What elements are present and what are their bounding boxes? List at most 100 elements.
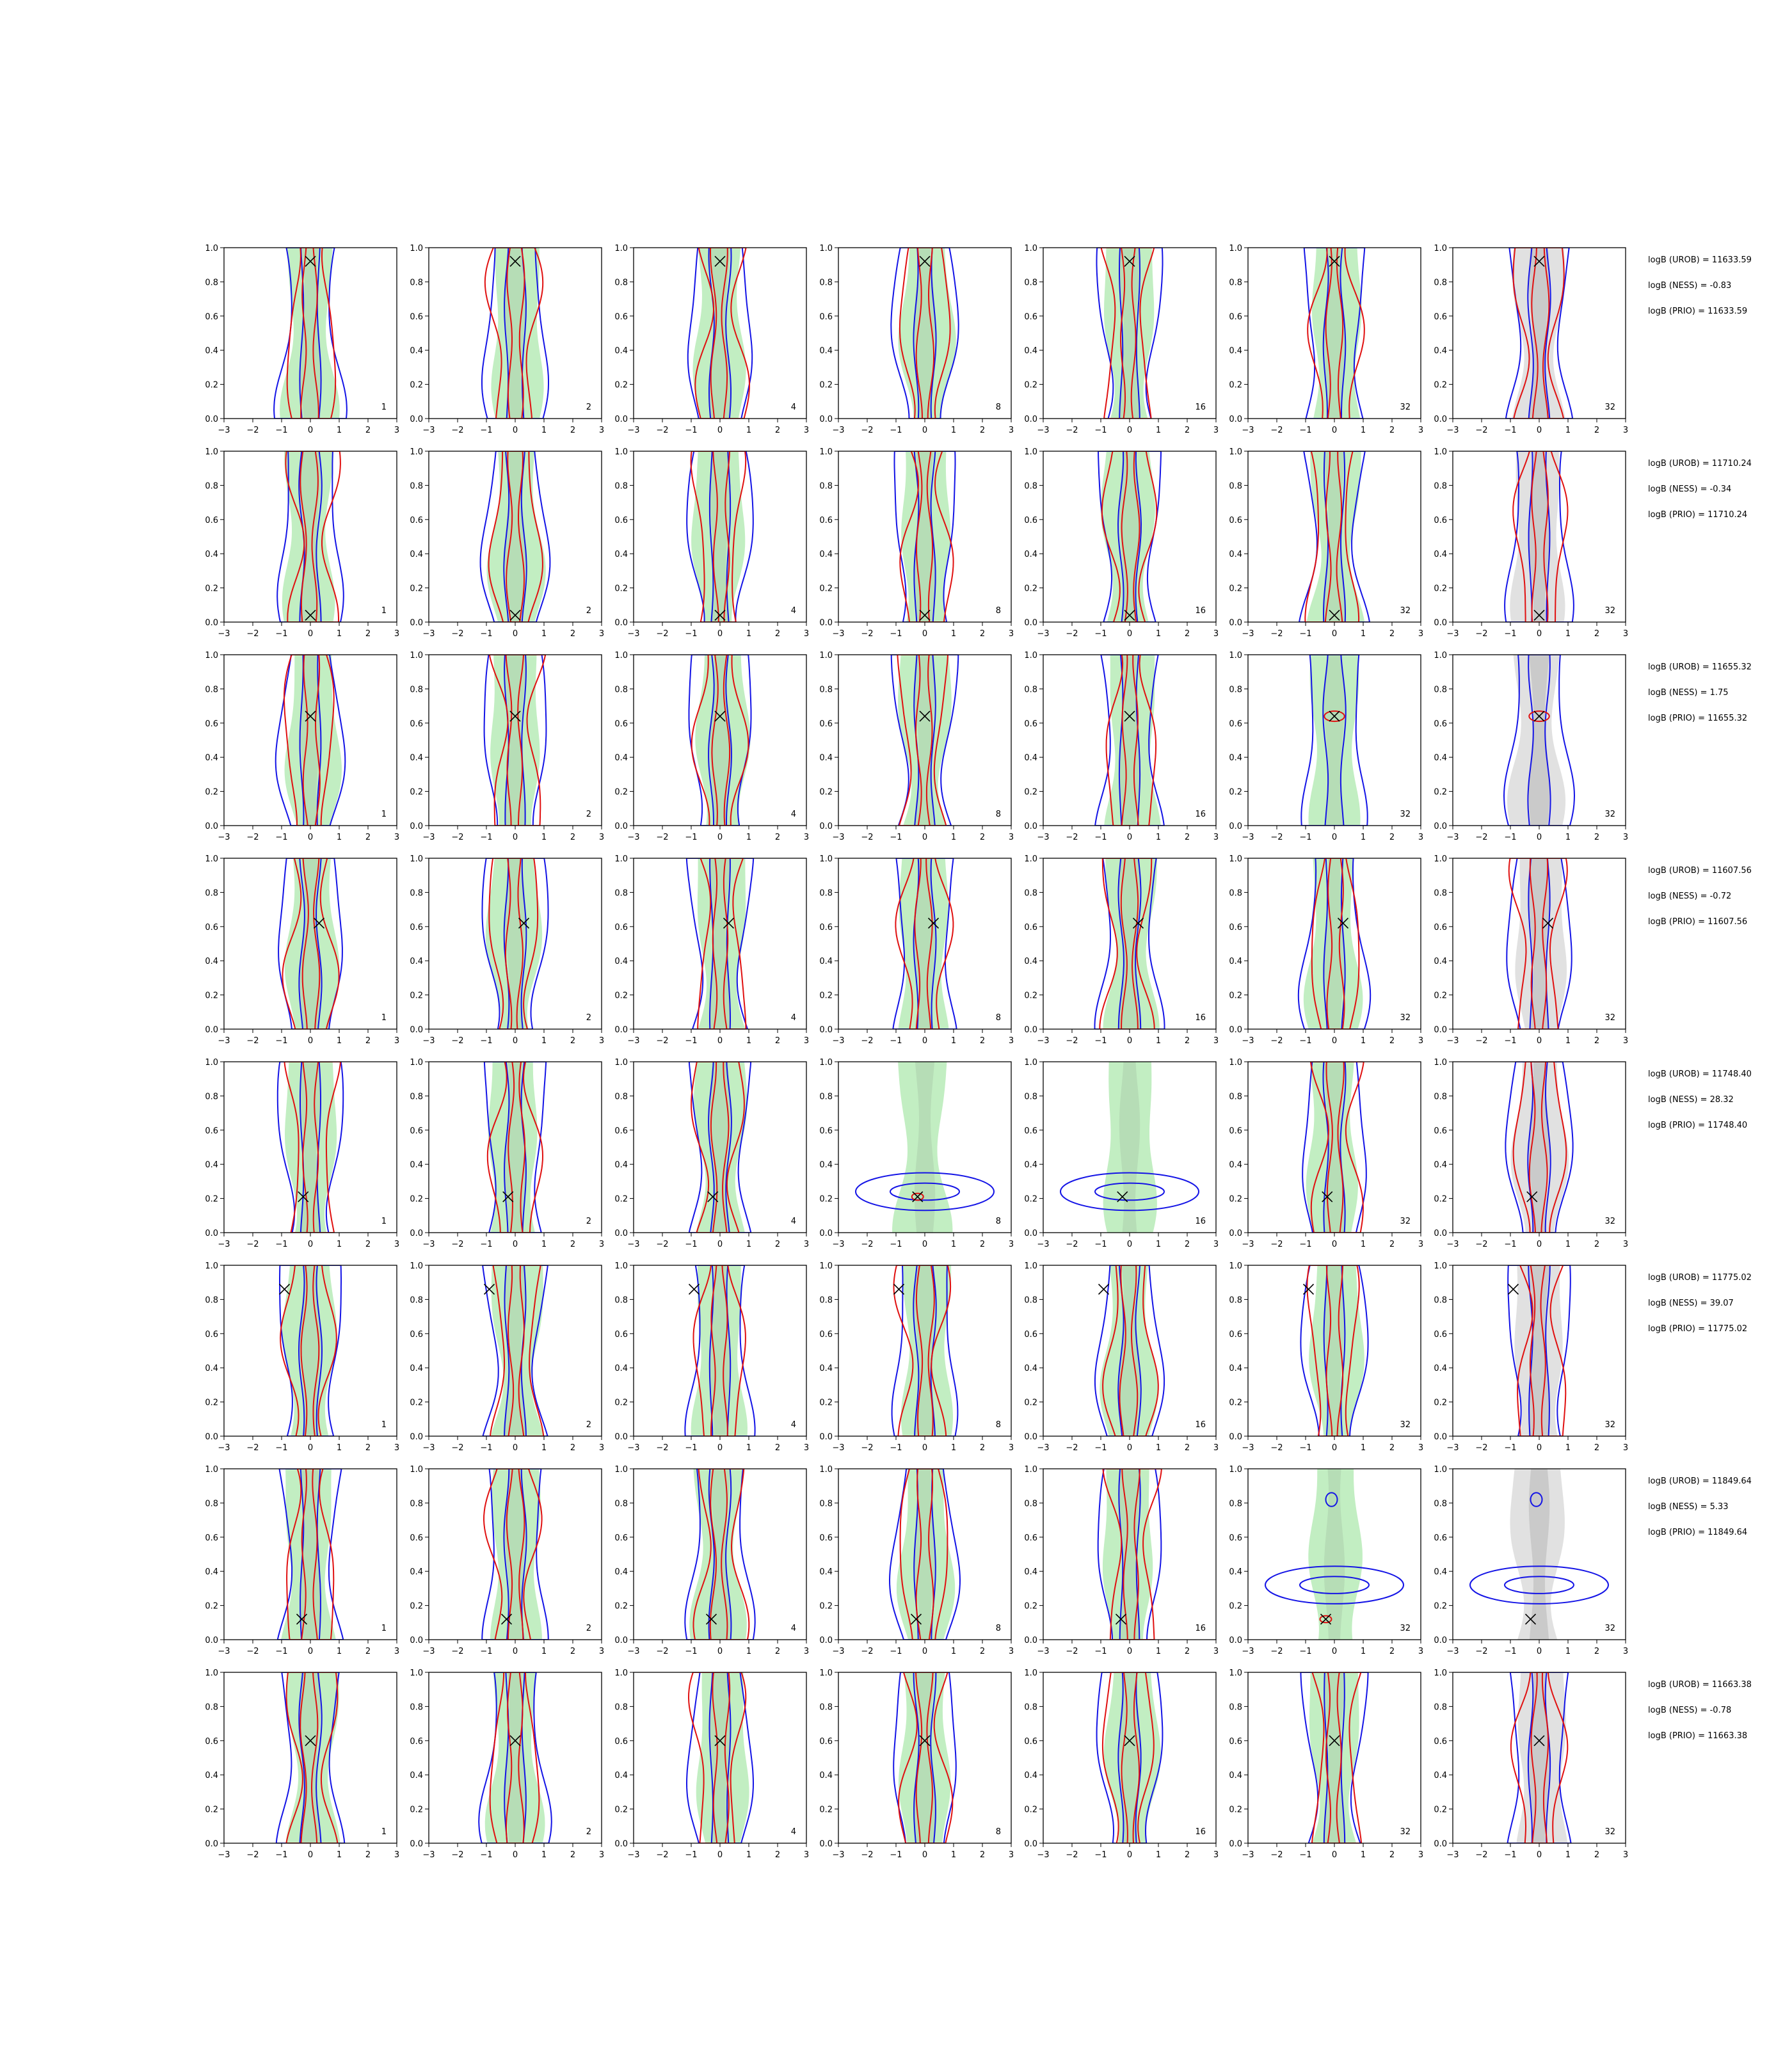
panel-r4-c4: −3 −2 −1 0 1 2 3 0.0 0.2 0.4 0.6 0.8 1.0 8 (819, 854, 1014, 1046)
y-tick-label: 0.4 (819, 346, 833, 356)
x-tick-label: −2 (1066, 1850, 1078, 1860)
y-tick-label: 0.6 (1434, 516, 1447, 525)
panel-r4-c5: −3 −2 −1 0 1 2 3 0.0 0.2 0.4 0.6 0.8 1.0 16 (1024, 854, 1219, 1046)
y-tick-label: 0.8 (205, 481, 218, 491)
y-tick-label: 0.4 (819, 1771, 833, 1780)
panel-r8-c6: −3 −2 −1 0 1 2 3 0.0 0.2 0.4 0.6 0.8 1.0 32 (1229, 1668, 1423, 1860)
x-tick-label: 1 (951, 1240, 956, 1249)
y-tick-label: 1.0 (614, 1465, 628, 1475)
x-tick-label: −2 (861, 426, 873, 435)
y-tick-label: 1.0 (614, 651, 628, 660)
y-tick-label: 0.2 (1229, 991, 1242, 1001)
y-tick-label: 0.6 (1024, 1533, 1037, 1543)
y-tick-label: 0.2 (410, 788, 423, 797)
x-tick-label: 2 (980, 629, 985, 639)
x-tick-label: −1 (1299, 1036, 1311, 1046)
y-tick-label: 0.8 (614, 1295, 628, 1305)
panel-r1-c4: −3 −2 −1 0 1 2 3 0.0 0.2 0.4 0.6 0.8 1.0 8 (819, 244, 1014, 435)
y-tick-label: 0.6 (1434, 1330, 1447, 1340)
true-value-marker (298, 1191, 309, 1203)
x-tick-label: −2 (656, 833, 668, 842)
true-value-marker (1302, 1283, 1315, 1295)
panel-r8-c7: −3 −2 −1 0 1 2 3 0.0 0.2 0.4 0.6 0.8 1.0 32 (1434, 1668, 1628, 1860)
y-tick-label: 0.4 (1434, 1160, 1447, 1170)
logb-annotation: logB (NESS) = 1.75 (1648, 688, 1729, 698)
x-tick-label: 1 (1156, 1240, 1161, 1249)
x-tick-label: 1 (746, 1240, 751, 1249)
x-tick-label: 2 (1185, 629, 1190, 639)
panel-label: 8 (996, 403, 1001, 412)
x-tick-label: 2 (980, 833, 985, 842)
true-value-marker (714, 710, 726, 722)
y-tick-label: 0.2 (819, 1398, 833, 1408)
x-tick-label: −3 (832, 629, 844, 639)
y-tick-label: 0.2 (1229, 1805, 1242, 1815)
y-tick-label: 0.8 (614, 1092, 628, 1101)
x-tick-label: −3 (1037, 629, 1049, 639)
x-tick-label: −1 (275, 1240, 287, 1249)
y-tick-label: 0.0 (1024, 1636, 1037, 1645)
x-tick-label: −2 (1475, 1850, 1487, 1860)
y-tick-label: 0.8 (410, 1702, 423, 1712)
panel-r5-c1: −3 −2 −1 0 1 2 3 0.0 0.2 0.4 0.6 0.8 1.0 1 (205, 1058, 399, 1249)
y-tick-label: 0.6 (205, 923, 218, 932)
x-tick-label: 3 (1009, 1240, 1014, 1249)
y-tick-label: 0.6 (1229, 1737, 1242, 1747)
x-tick-label: −3 (1037, 426, 1049, 435)
panel-label: 16 (1195, 403, 1206, 412)
x-tick-label: 1 (1361, 426, 1366, 435)
x-tick-label: −2 (246, 1036, 259, 1046)
logb-annotation: logB (NESS) = -0.83 (1648, 281, 1732, 291)
y-tick-label: 0.0 (1024, 822, 1037, 831)
y-tick-label: 0.4 (1229, 346, 1242, 356)
true-value-marker (1524, 1613, 1537, 1625)
y-tick-label: 0.0 (819, 1432, 833, 1442)
y-tick-label: 0.0 (1024, 618, 1037, 628)
y-tick-label: 0.4 (614, 957, 628, 966)
true-value-marker (919, 1735, 931, 1747)
true-value-marker (313, 917, 325, 929)
y-tick-label: 0.2 (410, 584, 423, 594)
x-tick-label: −3 (1446, 1036, 1459, 1046)
x-tick-label: 1 (541, 1850, 547, 1860)
x-tick-label: −1 (480, 1240, 492, 1249)
panel-label: 16 (1195, 1013, 1206, 1023)
y-tick-label: 0.4 (205, 957, 218, 966)
y-tick-label: 0.6 (614, 312, 628, 322)
y-tick-label: 0.0 (1024, 1839, 1037, 1849)
x-tick-label: 3 (1009, 1647, 1014, 1656)
y-tick-label: 1.0 (819, 1058, 833, 1068)
panel-label: 4 (791, 1217, 796, 1226)
x-tick-label: −2 (1475, 833, 1487, 842)
x-tick-label: 1 (541, 833, 547, 842)
x-tick-label: 1 (337, 1443, 342, 1453)
y-tick-label: 1.0 (614, 1668, 628, 1678)
panel-r1-c1: −3 −2 −1 0 1 2 3 0.0 0.2 0.4 0.6 0.8 1.0 1 (205, 244, 399, 435)
panel-label: 32 (1604, 606, 1615, 616)
x-tick-label: 1 (541, 1647, 547, 1656)
y-tick-label: 0.4 (1229, 1160, 1242, 1170)
true-value-marker (1132, 917, 1144, 929)
y-tick-label: 1.0 (614, 1058, 628, 1068)
y-tick-label: 0.6 (205, 312, 218, 322)
panel-label: 32 (1400, 1827, 1411, 1837)
x-tick-label: 1 (746, 629, 751, 639)
logb-annotation: logB (UROB) = 11849.64 (1648, 1476, 1752, 1486)
x-tick-label: −3 (422, 1647, 435, 1656)
x-tick-label: 1 (541, 1240, 547, 1249)
panel-r5-c6: −3 −2 −1 0 1 2 3 0.0 0.2 0.4 0.6 0.8 1.0 32 (1229, 1058, 1423, 1249)
y-tick-label: 0.4 (205, 753, 218, 763)
true-value-marker (509, 255, 521, 267)
panel-r6-c6: −3 −2 −1 0 1 2 3 0.0 0.2 0.4 0.6 0.8 1.0 32 (1229, 1261, 1423, 1453)
x-tick-label: −1 (1299, 1443, 1311, 1453)
y-tick-label: 0.6 (410, 923, 423, 932)
y-tick-label: 0.8 (205, 1092, 218, 1101)
panel-r8-c5: −3 −2 −1 0 1 2 3 0.0 0.2 0.4 0.6 0.8 1.0 16 (1024, 1668, 1219, 1860)
true-value-marker (919, 609, 931, 621)
y-tick-label: 0.0 (1434, 1839, 1447, 1849)
x-tick-label: −1 (275, 1036, 287, 1046)
y-tick-label: 0.8 (205, 685, 218, 694)
logb-annotation: logB (UROB) = 11710.24 (1648, 459, 1752, 468)
y-tick-label: 0.6 (614, 1737, 628, 1747)
x-tick-label: 0 (1127, 833, 1132, 842)
